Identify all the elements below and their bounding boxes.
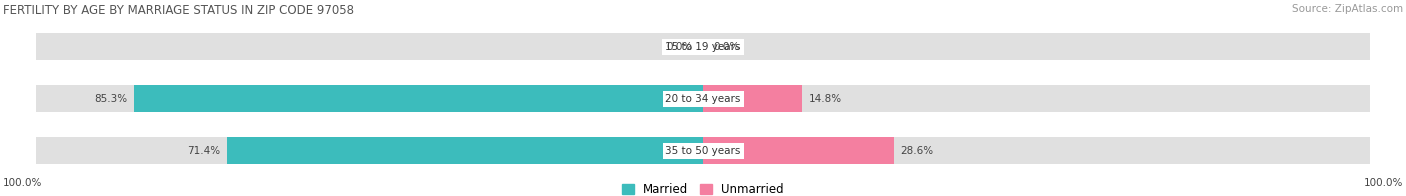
Text: 0.0%: 0.0%	[666, 42, 693, 52]
Text: Source: ZipAtlas.com: Source: ZipAtlas.com	[1292, 4, 1403, 14]
Text: 15 to 19 years: 15 to 19 years	[665, 42, 741, 52]
Bar	[703, 137, 894, 164]
Bar	[703, 85, 801, 112]
Text: 35 to 50 years: 35 to 50 years	[665, 146, 741, 156]
Text: 100.0%: 100.0%	[1364, 178, 1403, 188]
Bar	[37, 85, 1369, 112]
Text: 20 to 34 years: 20 to 34 years	[665, 94, 741, 104]
Text: 28.6%: 28.6%	[900, 146, 934, 156]
Text: 0.0%: 0.0%	[713, 42, 740, 52]
Bar	[37, 137, 1369, 164]
Text: 71.4%: 71.4%	[187, 146, 221, 156]
Bar	[226, 137, 703, 164]
Bar	[134, 85, 703, 112]
Text: FERTILITY BY AGE BY MARRIAGE STATUS IN ZIP CODE 97058: FERTILITY BY AGE BY MARRIAGE STATUS IN Z…	[3, 4, 354, 17]
Text: 14.8%: 14.8%	[808, 94, 842, 104]
Bar	[37, 33, 1369, 60]
Legend: Married, Unmarried: Married, Unmarried	[621, 183, 785, 196]
Text: 85.3%: 85.3%	[94, 94, 128, 104]
Text: 100.0%: 100.0%	[3, 178, 42, 188]
